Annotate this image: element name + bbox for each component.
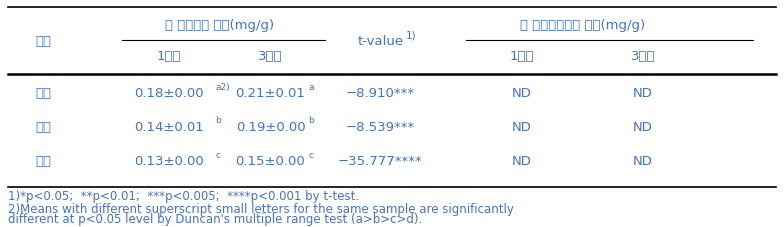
Text: 3개월: 3개월	[258, 50, 283, 63]
Text: 1개월: 1개월	[156, 50, 181, 63]
Text: 0.21±0.01: 0.21±0.01	[235, 87, 306, 100]
Text: 쳙 플라보노이드 함량(mg/g): 쳙 플라보노이드 함량(mg/g)	[520, 19, 645, 32]
Text: ND: ND	[511, 121, 532, 134]
Text: 품종: 품종	[35, 35, 51, 48]
Text: −8.910***: −8.910***	[346, 87, 415, 100]
Text: ND: ND	[633, 155, 653, 168]
Text: 0.14±0.01: 0.14±0.01	[134, 121, 203, 134]
Text: 1): 1)	[406, 31, 417, 41]
Text: ND: ND	[633, 121, 653, 134]
Text: 3개월: 3개월	[630, 50, 655, 63]
Text: −8.539***: −8.539***	[346, 121, 415, 134]
Text: ND: ND	[511, 87, 532, 100]
Text: a: a	[308, 83, 314, 91]
Text: t-value: t-value	[358, 35, 403, 48]
Text: ND: ND	[511, 155, 532, 168]
Text: c: c	[308, 151, 313, 160]
Text: 남고: 남고	[35, 155, 51, 168]
Text: 옥영: 옥영	[35, 87, 51, 100]
Text: −35.777****: −35.777****	[338, 155, 423, 168]
Text: b: b	[216, 116, 221, 125]
Text: a2): a2)	[216, 83, 230, 91]
Text: ND: ND	[633, 87, 653, 100]
Text: 0.18±0.00: 0.18±0.00	[134, 87, 203, 100]
Text: 2)Means with different superscript small letters for the same sample are signifi: 2)Means with different superscript small…	[8, 202, 514, 216]
Text: b: b	[308, 116, 314, 125]
Text: 1개월: 1개월	[509, 50, 534, 63]
Text: 0.15±0.00: 0.15±0.00	[236, 155, 305, 168]
Text: c: c	[216, 151, 220, 160]
Text: 쳙 폴리페놀 함량(mg/g): 쳙 폴리페놀 함량(mg/g)	[165, 19, 274, 32]
Text: 1)*p<0.05;  **p<0.01;  ***p<0.005;  ****p<0.001 by t-test.: 1)*p<0.05; **p<0.01; ***p<0.005; ****p<0…	[8, 190, 359, 203]
Text: 0.19±0.00: 0.19±0.00	[236, 121, 305, 134]
Text: 천매: 천매	[35, 121, 51, 134]
Text: 0.13±0.00: 0.13±0.00	[134, 155, 203, 168]
Text: different at p<0.05 level by Duncan's multiple range test (a>b>c>d).: different at p<0.05 level by Duncan's mu…	[8, 213, 422, 226]
